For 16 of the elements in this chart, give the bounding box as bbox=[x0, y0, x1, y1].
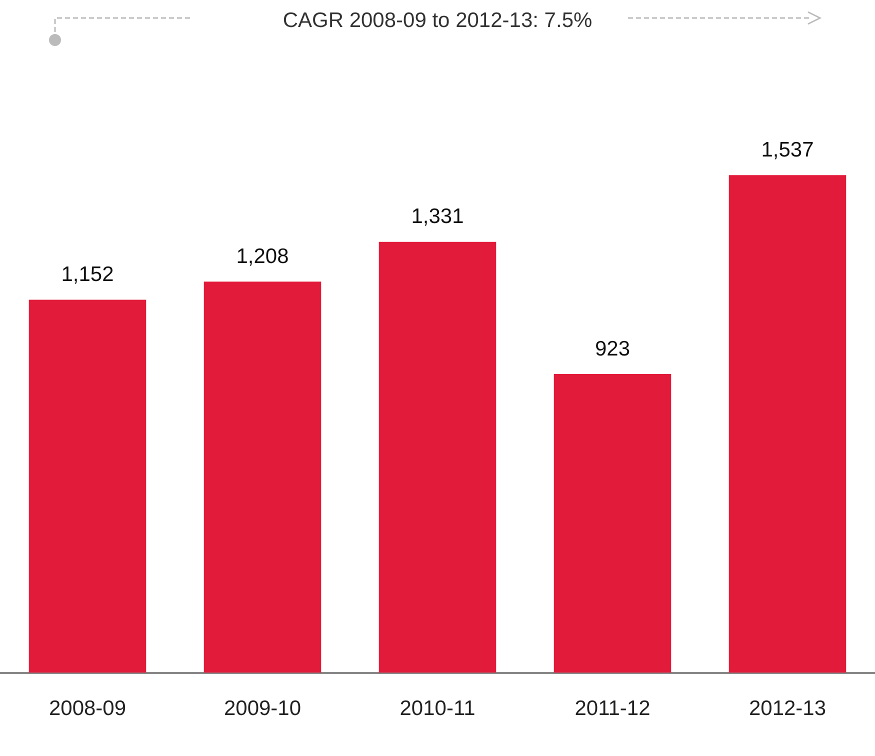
text: CAGR 2008-09 to 2012-13: 7.5% bbox=[282, 8, 594, 34]
x-tick-label: 2011-12 bbox=[574, 697, 650, 720]
data-label: 923 bbox=[594, 337, 630, 360]
data-label: 1,331 bbox=[411, 205, 464, 228]
x-tick-label: 2010-11 bbox=[400, 697, 476, 720]
bar bbox=[378, 242, 496, 673]
data-label: 1,208 bbox=[236, 244, 289, 268]
bar bbox=[204, 282, 322, 673]
bar bbox=[728, 175, 846, 673]
x-tick-label: 2008-09 bbox=[48, 697, 126, 720]
bar bbox=[554, 374, 672, 673]
data-label: 1,537 bbox=[761, 138, 814, 162]
bar bbox=[28, 300, 146, 673]
data-label: 1,152 bbox=[61, 263, 114, 286]
x-tick-label: 2009-10 bbox=[224, 697, 302, 720]
x-tick-label: 2012-13 bbox=[748, 697, 826, 720]
